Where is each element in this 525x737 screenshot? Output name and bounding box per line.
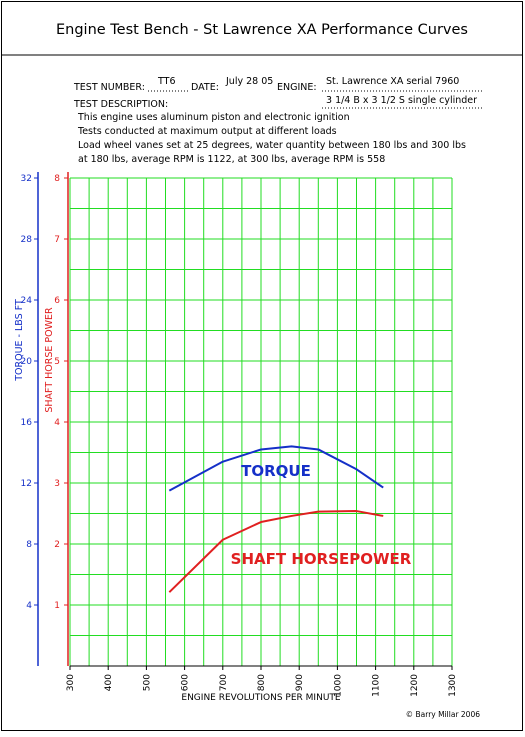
y-tick-label: 28 bbox=[21, 235, 33, 245]
y2-tick-label: 1 bbox=[54, 601, 60, 611]
y2-axis-label: SHAFT HORSE POWER bbox=[44, 307, 55, 413]
y2-tick-label: 3 bbox=[54, 479, 60, 489]
series-line bbox=[168, 510, 384, 593]
series-label: SHAFT HORSEPOWER bbox=[231, 550, 412, 568]
x-tick-label: 500 bbox=[142, 674, 152, 691]
field-label: TEST DESCRIPTION: bbox=[73, 99, 168, 110]
x-tick-label: 800 bbox=[257, 674, 267, 691]
series-line bbox=[168, 445, 384, 492]
x-tick-label: 600 bbox=[181, 674, 191, 691]
field-value: 3 1/4 B x 3 1/2 S single cylinder bbox=[326, 95, 477, 106]
y-tick-label: 12 bbox=[21, 479, 32, 489]
field-value: July 28 05 bbox=[225, 76, 273, 87]
x-tick-label: 900 bbox=[295, 674, 305, 691]
y-tick-label: 4 bbox=[26, 601, 32, 611]
y-tick-label: 24 bbox=[21, 296, 33, 306]
x-axis-label: ENGINE REVOLUTIONS PER MINUTE bbox=[181, 693, 341, 703]
field-value: St. Lawrence XA serial 7960 bbox=[326, 76, 459, 87]
y2-tick-label: 4 bbox=[54, 418, 60, 428]
description-line: Tests conducted at maximum output at dif… bbox=[77, 126, 337, 137]
description-line: This engine uses aluminum piston and ele… bbox=[77, 112, 350, 123]
y-tick-label: 8 bbox=[26, 540, 32, 550]
copyright: © Barry Millar 2006 bbox=[406, 710, 481, 719]
y2-tick-label: 5 bbox=[54, 357, 60, 367]
y2-tick-label: 2 bbox=[54, 540, 60, 550]
y-tick-label: 16 bbox=[21, 418, 33, 428]
y2-tick-label: 6 bbox=[54, 296, 60, 306]
x-tick-label: 300 bbox=[66, 674, 76, 691]
description-line: Load wheel vanes set at 25 degrees, wate… bbox=[78, 140, 466, 151]
x-tick-label: 400 bbox=[104, 674, 114, 691]
description-line: at 180 lbs, average RPM is 1122, at 300 … bbox=[78, 154, 385, 165]
x-tick-label: 1200 bbox=[410, 674, 420, 697]
x-tick-label: 1000 bbox=[333, 674, 343, 697]
field-value: TT6 bbox=[157, 76, 175, 87]
y2-tick-label: 7 bbox=[54, 235, 60, 245]
x-tick-label: 1300 bbox=[448, 674, 458, 697]
y2-tick-label: 8 bbox=[54, 174, 60, 184]
field-label: TEST NUMBER: bbox=[73, 82, 145, 93]
field-label: ENGINE: bbox=[277, 82, 317, 93]
y-axis-label: TORQUE - LBS FT bbox=[14, 299, 25, 382]
y-tick-label: 20 bbox=[21, 357, 33, 367]
series-label: TORQUE bbox=[241, 462, 311, 480]
y-tick-label: 32 bbox=[21, 174, 32, 184]
field-label: DATE: bbox=[191, 82, 219, 93]
x-tick-label: 700 bbox=[219, 674, 229, 691]
title: Engine Test Bench - St Lawrence XA Perfo… bbox=[56, 22, 468, 38]
x-tick-label: 1100 bbox=[372, 674, 382, 697]
